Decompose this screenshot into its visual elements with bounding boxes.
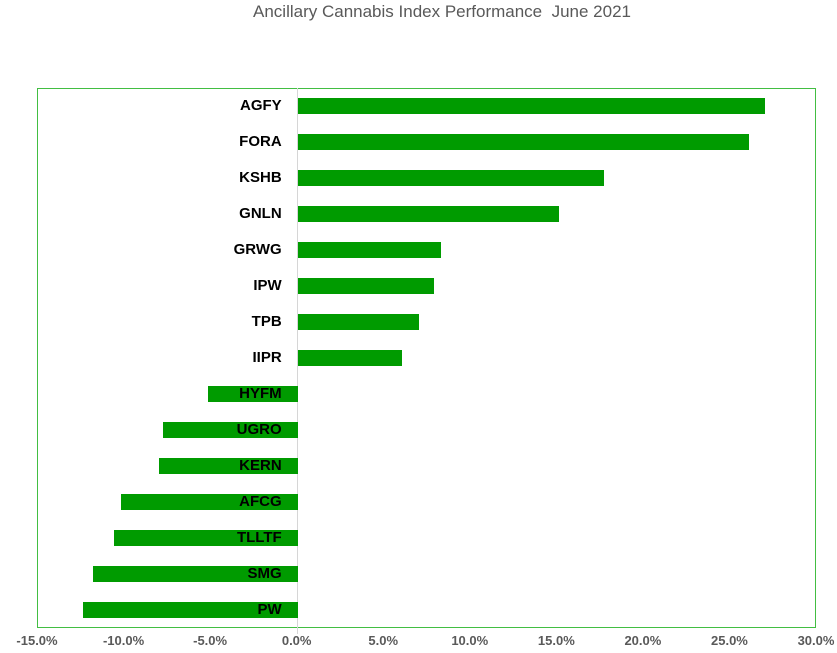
category-label-kshb: KSHB bbox=[239, 169, 282, 186]
category-label-ugro: UGRO bbox=[236, 421, 282, 438]
chart-title: Ancillary Cannabis Index Performance Jun… bbox=[253, 2, 631, 21]
bar-agfy bbox=[297, 98, 766, 114]
bar-kshb bbox=[297, 170, 605, 186]
bar-kern bbox=[159, 458, 298, 474]
bar-ipw bbox=[297, 278, 435, 294]
category-label-kern: KERN bbox=[239, 457, 282, 474]
category-label-hyfm: HYFM bbox=[239, 385, 282, 402]
category-label-ipw: IPW bbox=[253, 277, 282, 294]
bar-ugro bbox=[162, 422, 298, 438]
x-tick-label-100: 10.0% bbox=[451, 633, 489, 648]
x-tick-label--150: -15.0% bbox=[16, 633, 58, 648]
category-label-grwg: GRWG bbox=[233, 241, 282, 258]
category-label-gnln: GNLN bbox=[239, 205, 282, 222]
category-label-smg: SMG bbox=[247, 565, 282, 582]
bar-grwg bbox=[297, 242, 442, 258]
bar-tlltf bbox=[114, 530, 298, 546]
bar-smg bbox=[93, 566, 298, 582]
category-label-tlltf: TLLTF bbox=[236, 529, 282, 546]
x-tick-label--100: -10.0% bbox=[102, 633, 145, 648]
category-label-tpb: TPB bbox=[251, 313, 282, 330]
plot-area: AGFY FORA KSHB GNLN GRWG IPW TPB IIPR HYFM UGRO KE… bbox=[37, 88, 816, 634]
x-tick-label-150: 15.0% bbox=[537, 633, 575, 648]
category-label-agfy: AGFY bbox=[240, 97, 282, 114]
bar-hyfm bbox=[207, 386, 298, 402]
x-tick-label-200: 20.0% bbox=[624, 633, 662, 648]
x-tick-label-50: 5.0% bbox=[368, 633, 399, 648]
x-axis-labels: -15.0% -10.0% -5.0% 0.0% 5.0% 10.0% 15.0% 20.0%… bbox=[0, 633, 837, 651]
bar-afcg bbox=[121, 494, 298, 510]
x-tick-label-300: 30.0% bbox=[797, 633, 835, 648]
bar-fora bbox=[297, 134, 750, 150]
bar-iipr bbox=[297, 350, 402, 366]
category-label-iipr: IIPR bbox=[252, 349, 282, 366]
category-label-pw: PW bbox=[257, 601, 282, 618]
x-tick-label--50: -5.0% bbox=[193, 633, 228, 648]
x-tick-label-00: 0.0% bbox=[281, 633, 312, 648]
x-tick-label-250: 25.0% bbox=[711, 633, 748, 648]
category-label-fora: FORA bbox=[239, 133, 282, 150]
category-label-afcg: AFCG bbox=[239, 493, 282, 510]
bar-pw bbox=[83, 602, 298, 618]
bar-tpb bbox=[297, 314, 419, 330]
bar-gnln bbox=[297, 206, 560, 222]
